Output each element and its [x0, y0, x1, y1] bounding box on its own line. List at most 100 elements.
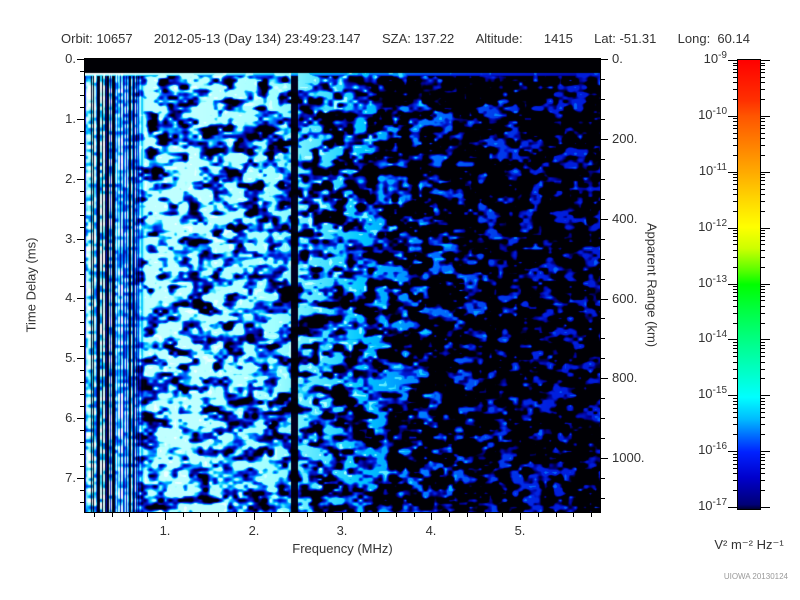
colorbar-minor-tick-left: [733, 306, 737, 307]
colorbar-gradient: [738, 60, 760, 509]
colorbar-minor-tick-left: [733, 356, 737, 357]
y-right-minor-tick: [601, 438, 605, 439]
colorbar-minor-tick-right: [761, 404, 765, 405]
x-axis-minor-tick: [414, 513, 415, 517]
y-left-minor-tick: [80, 203, 84, 204]
colorbar-minor-tick-left: [733, 257, 737, 258]
x-axis-tick-label: 3.: [336, 523, 348, 538]
colorbar-minor-tick-right: [761, 267, 765, 268]
colorbar-minor-tick-right: [761, 189, 765, 190]
x-axis-minor-tick: [218, 513, 219, 517]
colorbar-minor-tick-left: [733, 69, 737, 70]
y-right-major-tick: [601, 299, 608, 300]
y-left-minor-tick: [80, 131, 84, 132]
colorbar-minor-tick-left: [733, 424, 737, 425]
colorbar-minor-tick-right: [761, 490, 765, 491]
colorbar-tick-label: 10-17: [681, 497, 727, 516]
colorbar-minor-tick-left: [733, 89, 737, 90]
x-axis-minor-tick: [200, 513, 201, 517]
y-left-minor-tick: [80, 250, 84, 251]
y-left-tick-label: 6.: [65, 410, 76, 425]
y-right-tick-label: 0.: [612, 51, 623, 66]
colorbar-minor-tick-left: [733, 184, 737, 185]
y-right-minor-tick: [601, 478, 605, 479]
y-left-minor-tick: [80, 442, 84, 443]
colorbar-tick-label: 10-13: [681, 274, 727, 293]
y-left-tick-label: 2.: [65, 171, 76, 186]
colorbar-major-tick-right: [761, 284, 770, 285]
colorbar-minor-tick-left: [733, 480, 737, 481]
colorbar-minor-tick-right: [761, 464, 765, 465]
y-left-minor-tick: [80, 310, 84, 311]
colorbar-major-tick-left: [728, 395, 737, 396]
y-right-minor-tick: [601, 119, 605, 120]
colorbar-minor-tick-right: [761, 417, 765, 418]
x-axis-minor-tick: [396, 513, 397, 517]
y-left-tick-label: 3.: [65, 231, 76, 246]
colorbar-minor-tick-right: [761, 236, 765, 237]
colorbar-minor-tick-left: [733, 77, 737, 78]
colorbar-minor-tick-left: [733, 362, 737, 363]
colorbar-minor-tick-left: [733, 460, 737, 461]
header-orbit: Orbit: 10657: [61, 31, 133, 46]
colorbar-minor-tick-right: [761, 125, 765, 126]
colorbar-minor-tick-right: [761, 211, 765, 212]
colorbar-minor-tick-left: [733, 454, 737, 455]
x-axis-major-tick: [165, 513, 166, 520]
y-right-minor-tick: [601, 498, 605, 499]
y-right-minor-tick: [601, 159, 605, 160]
x-axis-major-tick: [254, 513, 255, 520]
colorbar-minor-tick-left: [733, 82, 737, 83]
y-right-major-tick: [601, 59, 608, 60]
colorbar-tick-label: 10-9: [681, 50, 727, 69]
x-axis-minor-tick: [183, 513, 184, 517]
y-left-major-tick: [77, 59, 84, 60]
colorbar-minor-tick-right: [761, 99, 765, 100]
colorbar-minor-tick-left: [733, 145, 737, 146]
colorbar-minor-tick-left: [733, 490, 737, 491]
y-right-major-tick: [601, 139, 608, 140]
colorbar-tick-label: 10-14: [681, 329, 727, 348]
colorbar-minor-tick-left: [733, 289, 737, 290]
colorbar-minor-tick-left: [733, 286, 737, 287]
colorbar-minor-tick-right: [761, 401, 765, 402]
y-axis-label-time-delay: Time Delay (ms): [23, 237, 39, 333]
colorbar-minor-tick-right: [761, 289, 765, 290]
x-axis-minor-tick: [538, 513, 539, 517]
colorbar-minor-tick-left: [733, 408, 737, 409]
y-left-major-tick: [77, 179, 84, 180]
colorbar-minor-tick-left: [733, 345, 737, 346]
colorbar-minor-tick-right: [761, 356, 765, 357]
x-axis-minor-tick: [378, 513, 379, 517]
header-latitude: Lat: -51.31: [594, 31, 657, 46]
colorbar-minor-tick-right: [761, 230, 765, 231]
x-axis-minor-tick: [325, 513, 326, 517]
colorbar-minor-tick-right: [761, 454, 765, 455]
plot-frame: [84, 58, 601, 513]
colorbar-major-tick-left: [728, 507, 737, 508]
colorbar-minor-tick-left: [733, 155, 737, 156]
colorbar-minor-tick-left: [733, 180, 737, 181]
colorbar-major-tick-left: [728, 339, 737, 340]
x-axis-minor-tick: [147, 513, 148, 517]
colorbar-minor-tick-left: [733, 434, 737, 435]
colorbar-minor-tick-left: [733, 230, 737, 231]
colorbar-major-tick-left: [728, 60, 737, 61]
colorbar-minor-tick-left: [733, 250, 737, 251]
x-axis-minor-tick: [573, 513, 574, 517]
colorbar-minor-tick-left: [733, 464, 737, 465]
y-left-major-tick: [77, 239, 84, 240]
y-left-minor-tick: [80, 83, 84, 84]
y-left-minor-tick: [80, 262, 84, 263]
x-axis-minor-tick: [502, 513, 503, 517]
y-left-major-tick: [77, 358, 84, 359]
y-left-minor-tick: [80, 286, 84, 287]
y-right-minor-tick: [601, 318, 605, 319]
y-left-minor-tick: [80, 95, 84, 96]
y-left-minor-tick: [80, 334, 84, 335]
y-left-major-tick: [77, 298, 84, 299]
y-right-major-tick: [601, 219, 608, 220]
y-right-major-tick: [601, 378, 608, 379]
y-right-minor-tick: [601, 99, 605, 100]
colorbar-minor-tick-right: [761, 296, 765, 297]
